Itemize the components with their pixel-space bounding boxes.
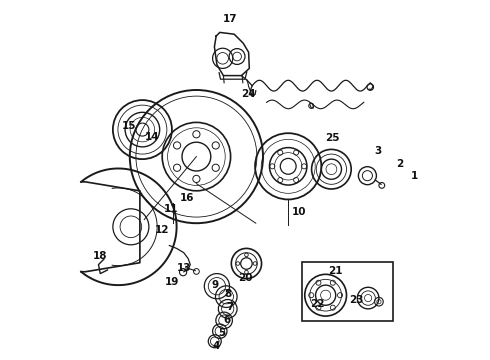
- Text: 8: 8: [224, 289, 231, 299]
- Text: 21: 21: [328, 266, 342, 276]
- Text: 12: 12: [155, 225, 170, 235]
- Text: 6: 6: [223, 315, 231, 325]
- Text: 1: 1: [411, 171, 418, 181]
- Text: 16: 16: [180, 193, 195, 203]
- Text: 9: 9: [212, 280, 219, 290]
- Text: 15: 15: [122, 121, 136, 131]
- Text: 3: 3: [374, 146, 382, 156]
- Text: 17: 17: [223, 14, 238, 24]
- Text: 11: 11: [164, 204, 178, 214]
- Text: 5: 5: [218, 328, 225, 338]
- Text: 19: 19: [165, 276, 179, 287]
- Text: 22: 22: [310, 299, 324, 309]
- Text: 18: 18: [93, 251, 107, 261]
- Bar: [302, 262, 392, 321]
- Text: 7: 7: [226, 302, 234, 312]
- Text: 14: 14: [145, 132, 159, 142]
- Text: 23: 23: [348, 294, 363, 305]
- Text: 24: 24: [241, 89, 256, 99]
- Text: 20: 20: [239, 273, 253, 283]
- Text: 4: 4: [213, 341, 220, 351]
- Text: 13: 13: [176, 263, 191, 273]
- Text: 10: 10: [292, 207, 306, 217]
- Text: 2: 2: [396, 159, 403, 169]
- Text: 25: 25: [325, 132, 340, 143]
